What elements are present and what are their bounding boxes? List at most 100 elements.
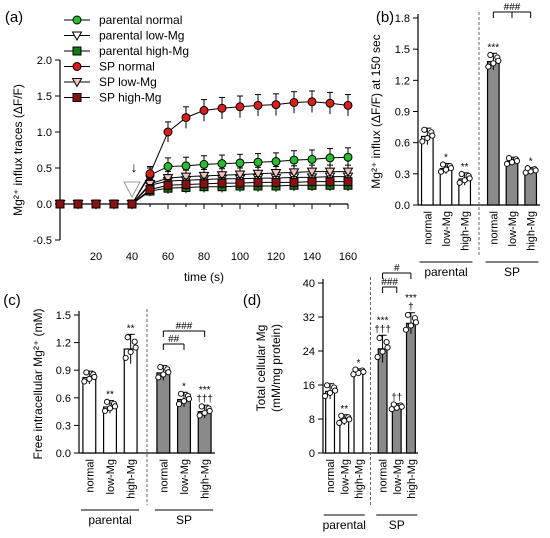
- comparison-bracket: ###: [381, 277, 398, 293]
- replicate-dot: [485, 63, 492, 70]
- group-label: parental: [323, 518, 366, 532]
- significance-mark: **: [340, 404, 348, 415]
- category-label: normal: [158, 459, 170, 493]
- y-tick-label: 1.2: [56, 338, 71, 350]
- data-point: [307, 97, 317, 107]
- data-point: [307, 177, 317, 187]
- x-tick-label: 160: [339, 251, 357, 263]
- replicate-dot: [407, 322, 414, 329]
- y-axis-label: Mg²⁺ influx traces (ΔF/F): [11, 84, 25, 216]
- data-point: [163, 127, 173, 137]
- legend-marker: [72, 93, 82, 102]
- y-tick-label: 0.9: [56, 365, 71, 377]
- y-tick-label: 16: [303, 380, 315, 392]
- bar: [325, 390, 336, 454]
- bar: [420, 135, 434, 206]
- y-tick-label: 0.0: [56, 448, 71, 460]
- x-tick-label: 20: [90, 251, 102, 263]
- panel-a-line-chart: (a) -0.5 0.0 0.5 1.0 1.5 2.0 20 40 60 80 100 120 140 1…: [5, 9, 357, 284]
- bracket-label: ###: [176, 321, 193, 332]
- y-tick-label: 0.5: [37, 163, 52, 175]
- data-point: [253, 177, 263, 187]
- group-label: SP: [504, 265, 520, 279]
- data-point: [181, 180, 191, 190]
- replicate-dot: [206, 407, 213, 415]
- replicate-dot: [157, 364, 164, 371]
- y-tick-label: 0.6: [56, 393, 71, 405]
- replicate-dot: [379, 348, 386, 355]
- y-tick-label: 40: [303, 278, 315, 290]
- data-point: [198, 171, 210, 182]
- data-point: [217, 159, 227, 169]
- data-point: [252, 169, 264, 180]
- bracket-label: ##: [168, 334, 180, 345]
- replicate-dot: [390, 401, 397, 408]
- comparison-bracket: ##: [162, 334, 185, 350]
- data-point: [199, 179, 209, 189]
- bar: [123, 348, 138, 454]
- data-point: [235, 178, 245, 188]
- replicate-dot: [447, 165, 455, 172]
- significance-mark: †††: [196, 394, 213, 405]
- replicate-dot: [336, 419, 343, 426]
- x-tick-label: 60: [162, 251, 174, 263]
- bar: [156, 372, 171, 454]
- data-point: [163, 180, 173, 190]
- bar: [102, 406, 118, 454]
- replicate-dot: [374, 353, 381, 361]
- y-tick-label: 0.3: [395, 169, 410, 181]
- data-point: [343, 177, 353, 187]
- data-point: [127, 199, 137, 209]
- replicate-dot: [324, 382, 331, 389]
- bar: [353, 371, 364, 454]
- data-point: [234, 170, 246, 180]
- significance-mark: †††: [374, 324, 391, 335]
- data-point: [289, 97, 299, 107]
- replicate-dot: [127, 348, 134, 356]
- bracket-label: ###: [381, 277, 398, 288]
- data-point: [145, 169, 155, 179]
- replicate-dot: [81, 378, 88, 385]
- category-label: normal: [488, 211, 500, 245]
- replicate-dot: [124, 334, 131, 341]
- data-point: [180, 172, 192, 183]
- replicate-dot: [384, 344, 391, 351]
- comparison-bracket: ###: [492, 2, 532, 18]
- bar: [176, 399, 192, 454]
- data-point: [162, 174, 174, 184]
- replicate-dot: [421, 126, 428, 133]
- y-tick-label: 1.8: [395, 13, 410, 25]
- data-point: [343, 100, 353, 110]
- y-axis-label: Free intracellular Mg²⁺ (mM): [31, 308, 45, 459]
- legend-marker: [72, 15, 82, 25]
- replicate-dot: [458, 170, 465, 178]
- panel-label: (c): [3, 292, 21, 309]
- category-label: low-Mg: [441, 211, 453, 246]
- comparison-bracket: #: [382, 263, 412, 279]
- data-point: [342, 167, 354, 178]
- data-point: [55, 199, 65, 209]
- bars: *****†††***: [81, 323, 213, 454]
- y-tick-label: 0: [309, 448, 315, 460]
- data-point: [270, 169, 282, 179]
- panel-c-bar-chart: (c) 0.0 0.3 0.6 0.9 1.2 1.5 Free intracellular …: [3, 292, 215, 527]
- significance-mark: ***: [199, 385, 211, 396]
- data-point: [306, 167, 318, 178]
- replicate-dot: [466, 175, 473, 182]
- category-label: high-Mg: [200, 459, 212, 499]
- replicate-dot: [532, 167, 539, 174]
- panel-b-bar-chart: (b) 0.0 0.3 0.6 0.9 1.2 1.5 1.8 Mg²⁺ influx (ΔF/…: [369, 2, 540, 279]
- bar: [391, 406, 402, 454]
- replicate-dot: [332, 387, 339, 394]
- replicate-dot: [160, 371, 167, 378]
- significance-mark: **: [106, 390, 114, 401]
- replicate-dot: [86, 375, 93, 382]
- x-tick-label: 100: [231, 251, 249, 263]
- data-point: [199, 159, 209, 169]
- significance-mark: ***: [487, 42, 499, 53]
- replicate-dot: [196, 412, 203, 419]
- bar: [377, 348, 388, 454]
- significance-mark: †: [408, 302, 414, 313]
- panel-label: (d): [243, 292, 261, 309]
